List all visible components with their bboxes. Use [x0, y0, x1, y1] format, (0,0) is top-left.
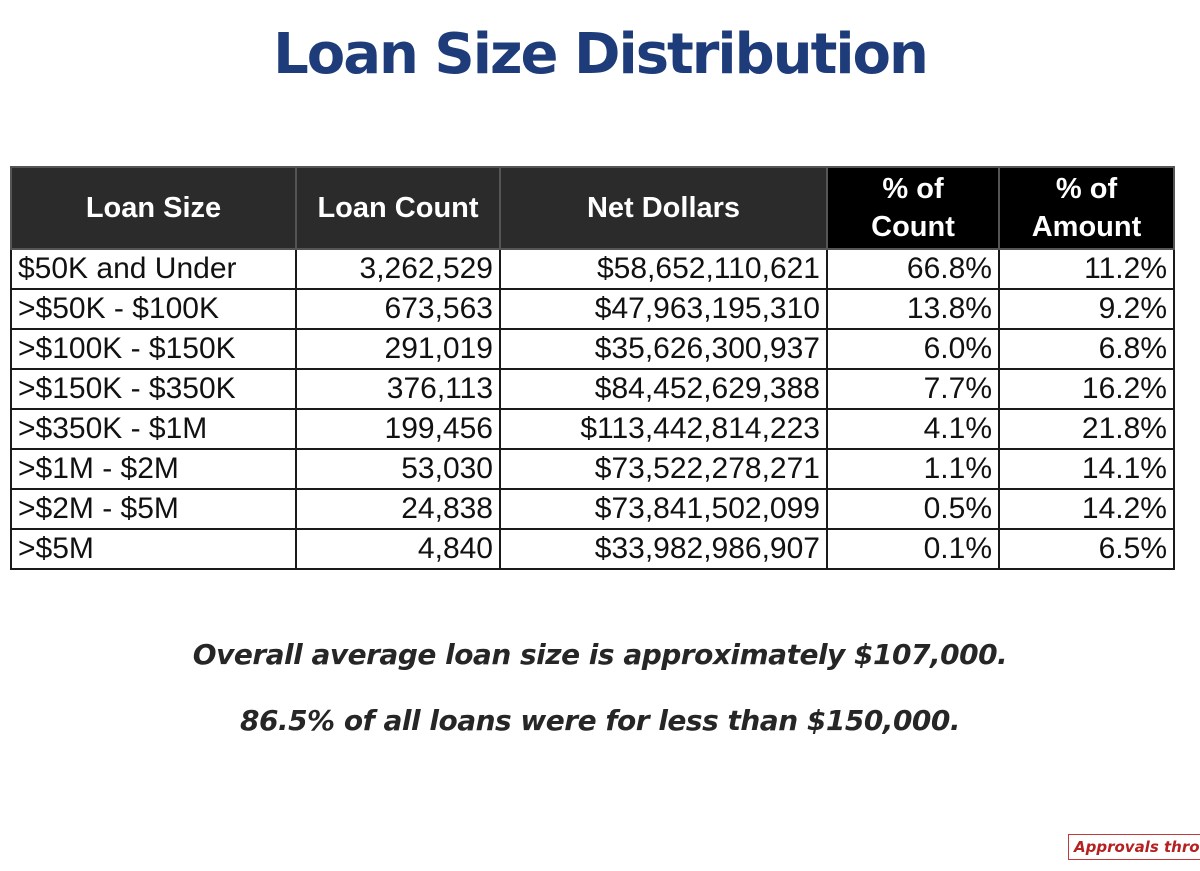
- table-row: $50K and Under 3,262,529 $58,652,110,621…: [10, 248, 1175, 290]
- cell-loan-count: 53,030: [295, 448, 501, 490]
- header-pct-amount-line2: Amount: [1031, 211, 1142, 243]
- cell-loan-size: >$2M - $5M: [10, 488, 297, 530]
- cell-net-dollars: $84,452,629,388: [499, 368, 828, 410]
- cell-loan-size: >$350K - $1M: [10, 408, 297, 450]
- cell-loan-size: >$1M - $2M: [10, 448, 297, 490]
- cell-pct-amount: 16.2%: [998, 368, 1175, 410]
- cell-loan-count: 376,113: [295, 368, 501, 410]
- cell-net-dollars: $113,442,814,223: [499, 408, 828, 450]
- small-loans-note: 86.5% of all loans were for less than $1…: [239, 704, 961, 737]
- cell-loan-count: 24,838: [295, 488, 501, 530]
- table-header-row: Loan Size Loan Count Net Dollars % of Co…: [10, 166, 1175, 250]
- cell-pct-count: 66.8%: [826, 248, 1000, 290]
- cell-loan-size: >$5M: [10, 528, 297, 570]
- cell-loan-size: >$150K - $350K: [10, 368, 297, 410]
- cell-net-dollars: $47,963,195,310: [499, 288, 828, 330]
- table-row: >$5M 4,840 $33,982,986,907 0.1% 6.5%: [10, 528, 1175, 570]
- cell-pct-count: 6.0%: [826, 328, 1000, 370]
- cell-pct-amount: 11.2%: [998, 248, 1175, 290]
- cell-pct-amount: 6.5%: [998, 528, 1175, 570]
- cell-pct-amount: 14.1%: [998, 448, 1175, 490]
- header-net-dollars: Net Dollars: [499, 166, 828, 250]
- cell-loan-count: 291,019: [295, 328, 501, 370]
- table-row: >$100K - $150K 291,019 $35,626,300,937 6…: [10, 328, 1175, 370]
- cell-net-dollars: $33,982,986,907: [499, 528, 828, 570]
- header-pct-amount: % of Amount: [998, 166, 1175, 250]
- cell-net-dollars: $35,626,300,937: [499, 328, 828, 370]
- cell-net-dollars: $73,522,278,271: [499, 448, 828, 490]
- cell-loan-size: $50K and Under: [10, 248, 297, 290]
- cell-loan-count: 673,563: [295, 288, 501, 330]
- cell-net-dollars: $58,652,110,621: [499, 248, 828, 290]
- cell-pct-count: 0.1%: [826, 528, 1000, 570]
- table-row: >$1M - $2M 53,030 $73,522,278,271 1.1% 1…: [10, 448, 1175, 490]
- page-title: Loan Size Distribution: [273, 22, 929, 87]
- header-loan-size: Loan Size: [10, 166, 297, 250]
- cell-loan-size: >$50K - $100K: [10, 288, 297, 330]
- header-pct-amount-line1: % of: [1055, 173, 1118, 205]
- header-pct-count-line2: Count: [871, 211, 955, 243]
- cell-pct-count: 13.8%: [826, 288, 1000, 330]
- header-pct-count-line1: % of: [882, 173, 944, 205]
- cell-loan-size: >$100K - $150K: [10, 328, 297, 370]
- cell-pct-count: 4.1%: [826, 408, 1000, 450]
- average-loan-note: Overall average loan size is approximate…: [192, 638, 1008, 671]
- cell-pct-count: 0.5%: [826, 488, 1000, 530]
- header-loan-count: Loan Count: [295, 166, 501, 250]
- cell-pct-amount: 9.2%: [998, 288, 1175, 330]
- cell-loan-count: 4,840: [295, 528, 501, 570]
- table-row: >$50K - $100K 673,563 $47,963,195,310 13…: [10, 288, 1175, 330]
- table-row: >$350K - $1M 199,456 $113,442,814,223 4.…: [10, 408, 1175, 450]
- table-row: >$2M - $5M 24,838 $73,841,502,099 0.5% 1…: [10, 488, 1175, 530]
- cell-loan-count: 199,456: [295, 408, 501, 450]
- cell-pct-count: 1.1%: [826, 448, 1000, 490]
- cell-loan-count: 3,262,529: [295, 248, 501, 290]
- cell-pct-count: 7.7%: [826, 368, 1000, 410]
- cell-pct-amount: 6.8%: [998, 328, 1175, 370]
- approvals-footnote: Approvals throu: [1068, 834, 1200, 860]
- loan-size-table: Loan Size Loan Count Net Dollars % of Co…: [10, 166, 1175, 570]
- cell-net-dollars: $73,841,502,099: [499, 488, 828, 530]
- header-pct-count: % of Count: [826, 166, 1000, 250]
- cell-pct-amount: 14.2%: [998, 488, 1175, 530]
- cell-pct-amount: 21.8%: [998, 408, 1175, 450]
- table-row: >$150K - $350K 376,113 $84,452,629,388 7…: [10, 368, 1175, 410]
